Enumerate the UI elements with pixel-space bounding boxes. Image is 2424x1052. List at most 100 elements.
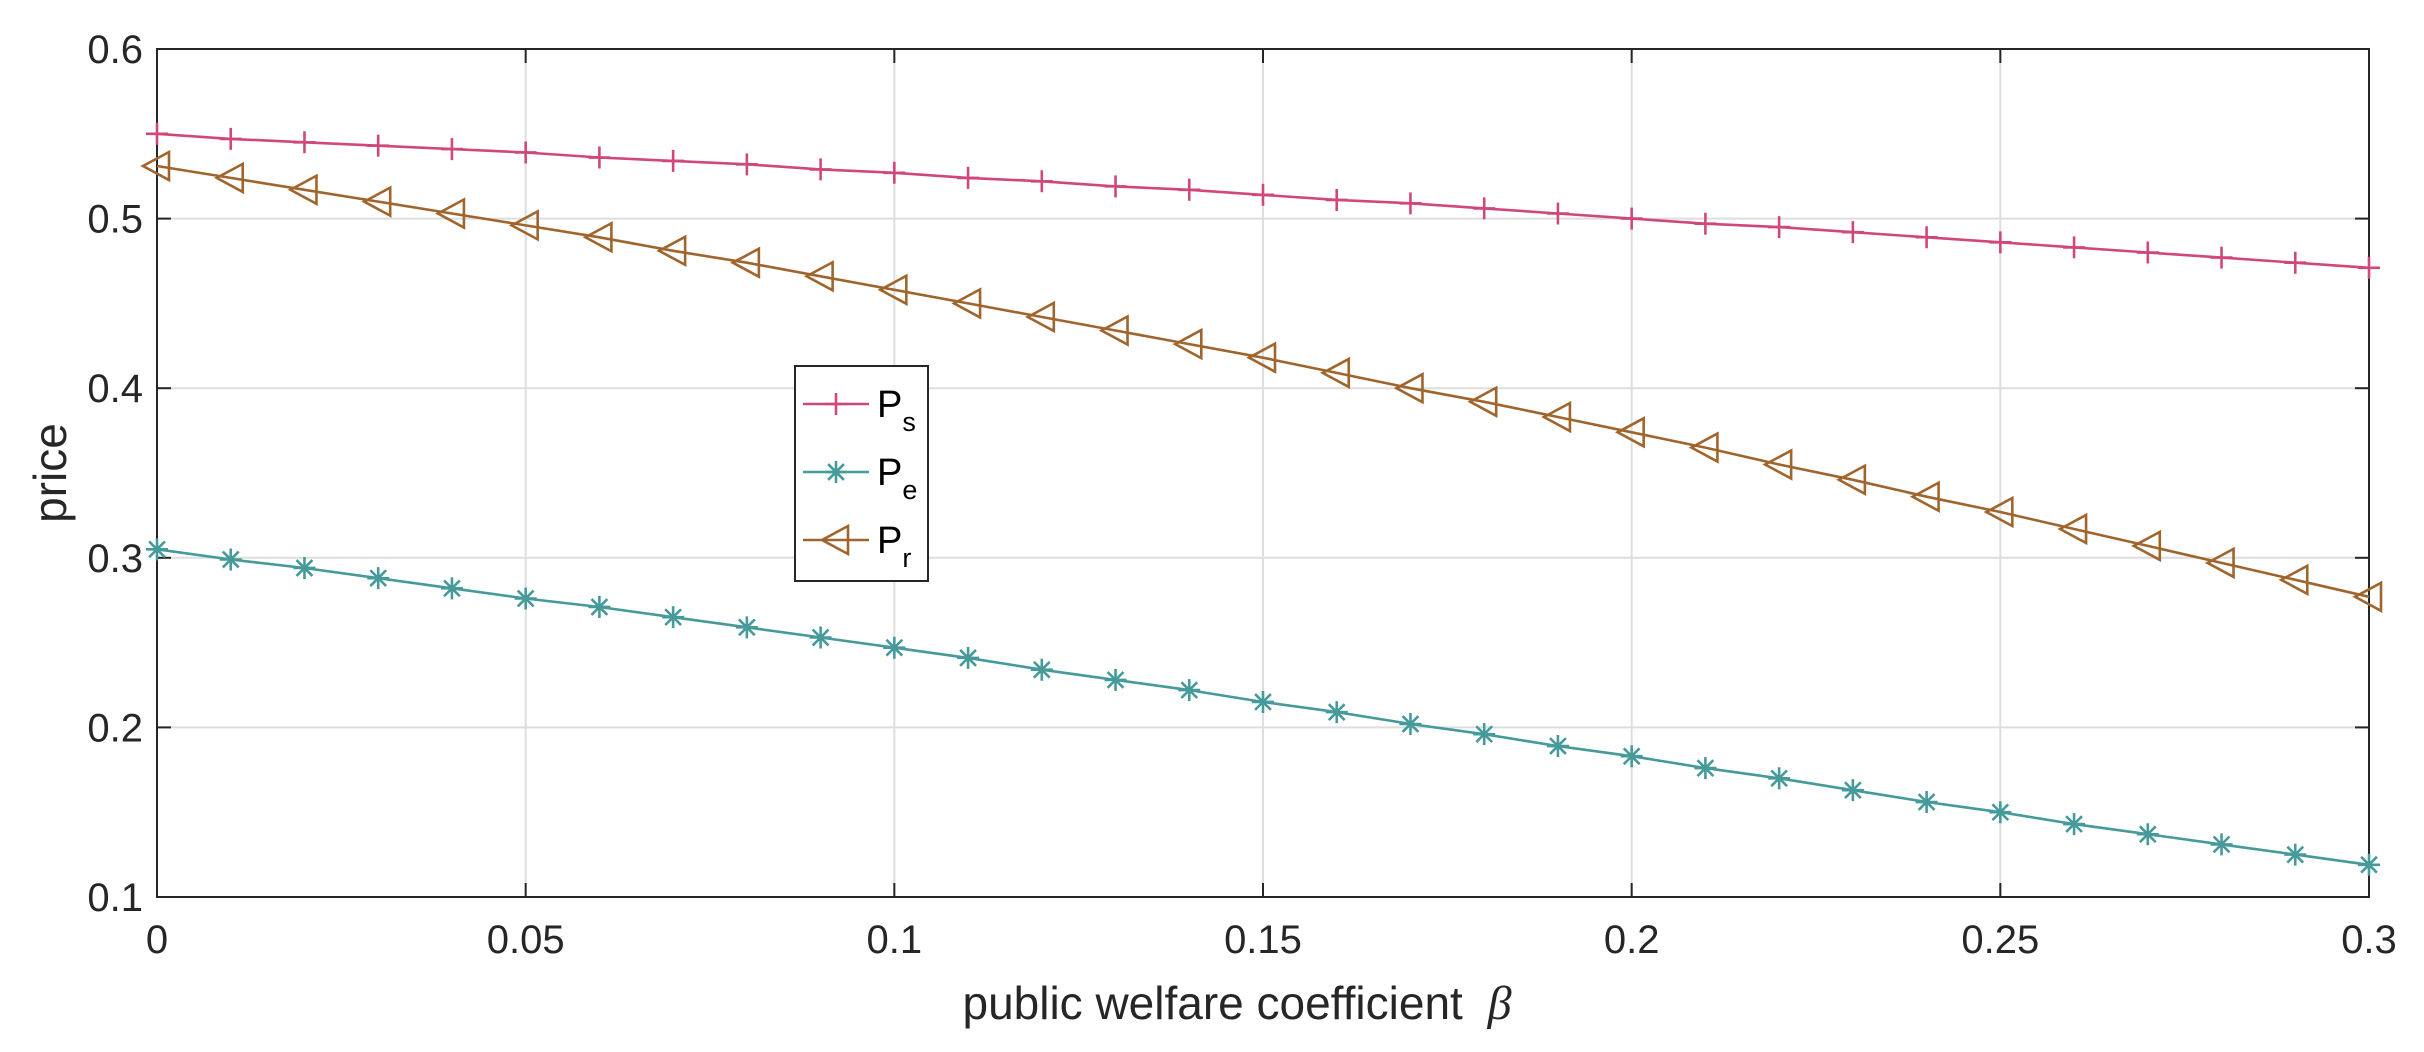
data-point-p-e	[1399, 713, 1422, 736]
data-point-p-r	[140, 149, 171, 183]
data-point-p-e	[1546, 735, 1569, 758]
data-point-p-s	[1399, 192, 1422, 215]
data-point-p-s	[2063, 236, 2086, 259]
data-point-p-r	[2352, 580, 2383, 613]
legend-label-p-s: Ps	[877, 384, 916, 437]
data-point-p-s	[146, 122, 168, 145]
data-point-p-e	[514, 587, 537, 610]
data-point-p-r	[1688, 431, 1719, 464]
data-point-p-r	[435, 197, 466, 230]
data-point-p-r	[582, 221, 613, 254]
data-point-p-e	[219, 548, 242, 571]
y-tick-label: 0.3	[87, 537, 143, 581]
data-point-p-s	[2136, 241, 2159, 264]
x-tick-label: 0	[146, 918, 168, 962]
data-point-p-s	[293, 131, 316, 154]
data-point-p-s	[1178, 178, 1201, 201]
data-point-p-r	[2278, 563, 2309, 597]
data-point-p-r	[287, 173, 318, 206]
legend-label-subscript: e	[902, 475, 917, 505]
data-point-p-s	[367, 134, 390, 157]
data-point-p-e	[2284, 843, 2307, 866]
legend-label-main: P	[877, 452, 902, 494]
data-point-p-s	[1104, 175, 1127, 198]
data-point-p-s	[1030, 170, 1053, 193]
data-point-p-r	[1098, 314, 1129, 347]
x-tick-label: 0.1	[867, 918, 923, 962]
data-point-p-e	[1989, 801, 2012, 824]
data-point-p-e	[1030, 658, 1053, 681]
data-point-p-r	[877, 273, 908, 307]
data-point-p-e	[1178, 679, 1201, 702]
data-point-p-e	[1841, 779, 1864, 802]
data-point-p-e	[2210, 833, 2233, 856]
data-point-p-s	[2358, 256, 2380, 279]
data-point-p-r	[1762, 448, 1793, 481]
data-point-p-r	[508, 209, 539, 242]
x-tick-label: 0.25	[1961, 918, 2039, 962]
data-point-p-e	[588, 595, 611, 618]
data-point-p-e	[1768, 767, 1791, 790]
data-point-p-e	[440, 577, 463, 600]
legend-label-p-r: Pr	[877, 520, 911, 573]
data-point-p-e	[957, 646, 980, 669]
data-point-p-s	[735, 153, 758, 176]
legend-label-p-e: Pe	[877, 452, 917, 505]
series-markers	[140, 122, 2383, 876]
data-point-p-r	[1983, 495, 2014, 529]
ticks: 0 0.05 0.1 0.15 0.2 0.25 0.3 0.1 0.2 0.3 0.4 0.5 0.6	[87, 28, 2396, 962]
data-point-p-e	[1104, 668, 1127, 691]
data-point-p-r	[1319, 356, 1351, 390]
data-point-p-s	[1915, 226, 1938, 249]
data-point-p-s	[2210, 246, 2233, 269]
y-tick-label: 0.5	[87, 198, 143, 242]
data-point-p-e	[1915, 791, 1938, 814]
data-point-p-s	[2284, 251, 2307, 274]
data-point-p-e	[1473, 723, 1496, 746]
y-axis-title: price	[24, 423, 76, 523]
y-tick-label: 0.4	[87, 367, 143, 411]
data-point-p-e	[1694, 757, 1717, 780]
data-point-p-r	[803, 260, 834, 293]
data-point-p-e	[293, 556, 316, 579]
data-point-p-r	[213, 161, 245, 195]
data-point-p-e	[2063, 813, 2086, 836]
x-tick-label: 0.2	[1604, 918, 1660, 962]
y-tick-label: 0.1	[87, 876, 143, 920]
data-point-p-e	[1325, 701, 1348, 724]
data-point-p-r	[951, 287, 982, 320]
data-point-p-r	[730, 246, 761, 279]
legend-label-main: P	[877, 520, 902, 562]
data-point-p-r	[1836, 463, 1867, 496]
data-point-p-e	[2136, 823, 2159, 846]
data-point-p-s	[883, 161, 906, 184]
data-point-p-r	[1614, 416, 1645, 449]
data-point-p-r	[1467, 385, 1498, 418]
data-point-p-e	[2358, 853, 2380, 876]
x-axis-title-symbol: β	[1487, 977, 1512, 1030]
data-point-p-s	[440, 138, 463, 161]
legend-marker-p-s	[825, 393, 847, 415]
data-point-p-e	[367, 567, 390, 590]
data-point-p-r	[1172, 327, 1203, 361]
x-axis-title: public welfare coefficient β	[962, 977, 1511, 1030]
data-point-p-s	[662, 149, 685, 172]
data-point-p-r	[1393, 372, 1424, 405]
y-tick-label: 0.2	[87, 706, 143, 750]
y-tick-label: 0.6	[87, 28, 143, 72]
data-point-p-e	[883, 636, 906, 659]
data-point-p-e	[146, 538, 168, 561]
data-point-p-e	[662, 606, 685, 629]
data-point-p-s	[1989, 231, 2012, 254]
data-point-p-s	[1546, 202, 1569, 225]
data-point-p-e	[809, 626, 832, 649]
legend-label-main: P	[877, 384, 902, 426]
data-point-p-e	[735, 616, 758, 639]
data-point-p-r	[1909, 480, 1940, 513]
data-point-p-s	[809, 158, 832, 181]
data-point-p-s	[1620, 207, 1643, 230]
data-point-p-s	[219, 127, 242, 150]
data-point-p-s	[1252, 183, 1274, 206]
